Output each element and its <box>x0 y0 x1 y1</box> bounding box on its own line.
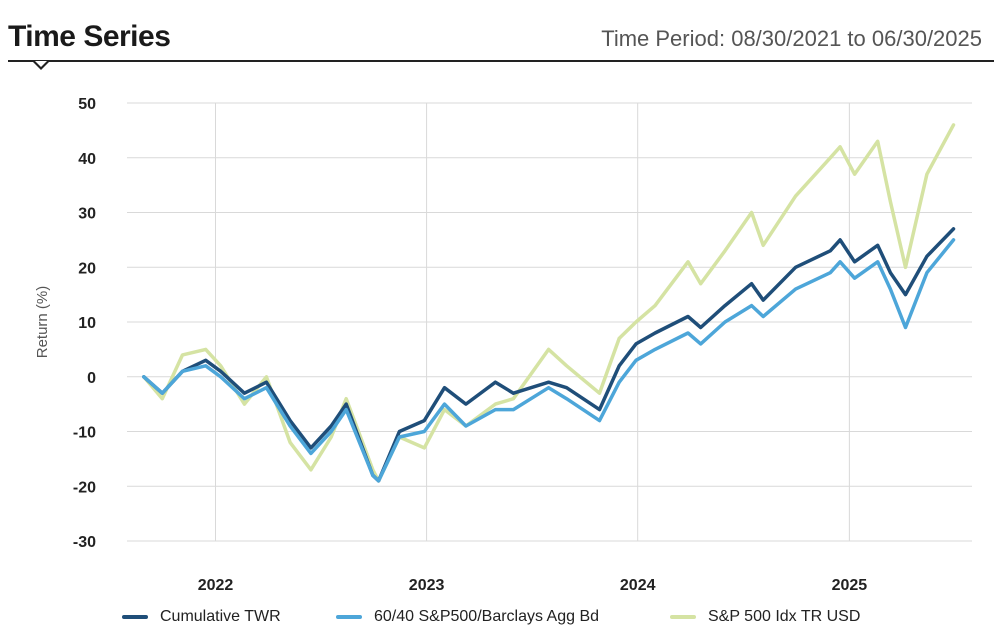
chart-header: Time Series Time Period: 08/30/2021 to 0… <box>8 18 994 62</box>
y-tick-label: 10 <box>78 315 96 332</box>
legend-swatch <box>670 615 696 619</box>
chart-title: Time Series <box>8 20 171 53</box>
y-axis-label: Return (%) <box>34 286 51 359</box>
y-tick-label: 20 <box>78 260 96 277</box>
chart-legend: Cumulative TWR 60/40 S&P500/Barclays Agg … <box>0 608 1000 636</box>
y-tick-label: -10 <box>73 425 96 442</box>
y-tick-label: -30 <box>73 534 96 551</box>
series-line-0 <box>142 227 956 483</box>
legend-label: Cumulative TWR <box>160 608 281 625</box>
time-series-chart: 50 40 30 20 10 0 -10 -20 -30 2022 2023 2024 2025 Retu… <box>34 96 972 594</box>
legend-item: S&P 500 Idx TR USD <box>670 608 860 626</box>
time-period-label: Time Period: 08/30/2021 to 06/30/2025 <box>601 26 982 51</box>
x-tick-label: 2025 <box>832 577 868 594</box>
header-divider <box>8 60 994 62</box>
legend-item: Cumulative TWR <box>122 608 281 626</box>
y-tick-label: 30 <box>78 206 96 223</box>
legend-item: 60/40 S&P500/Barclays Agg Bd <box>336 608 599 626</box>
x-tick-label: 2022 <box>198 577 234 594</box>
series-line-1 <box>142 238 956 483</box>
y-tick-label: 0 <box>87 370 96 387</box>
y-tick-label: -20 <box>73 479 96 496</box>
y-tick-label: 50 <box>78 96 96 113</box>
y-tick-label: 40 <box>78 151 96 168</box>
x-tick-label: 2023 <box>409 577 445 594</box>
series-line-2 <box>142 123 956 483</box>
legend-swatch <box>122 615 148 619</box>
legend-label: 60/40 S&P500/Barclays Agg Bd <box>374 608 600 625</box>
legend-swatch <box>336 615 362 619</box>
header-notch-inner <box>35 61 47 67</box>
legend-label: S&P 500 Idx TR USD <box>708 608 861 625</box>
x-tick-label: 2024 <box>620 577 656 594</box>
